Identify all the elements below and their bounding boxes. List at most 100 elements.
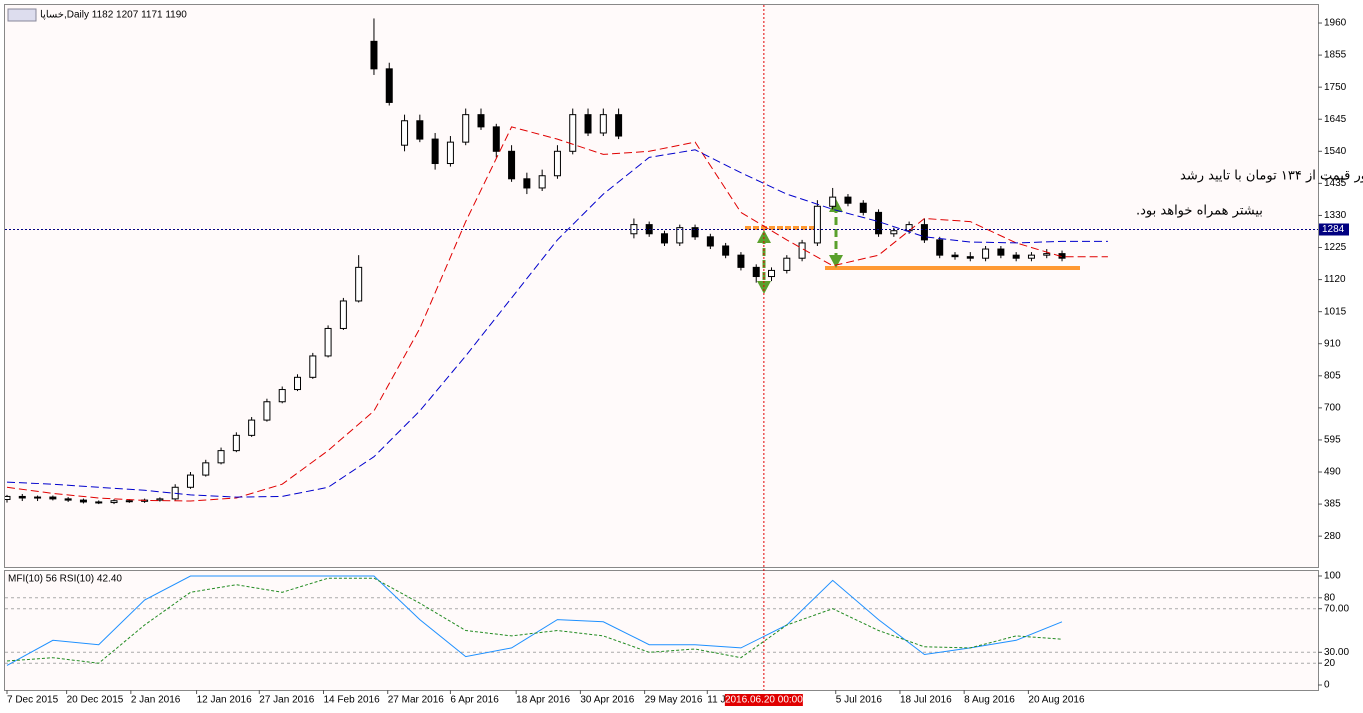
- candle-body: [431, 138, 439, 165]
- candle-body: [492, 126, 500, 152]
- y-tick-label: 1960: [1324, 18, 1347, 29]
- candle-body: [997, 248, 1005, 256]
- candle-body: [232, 434, 240, 452]
- x-tick-label: 2 Jan 2016: [131, 695, 181, 706]
- line-series: [6, 149, 1108, 498]
- candle-body: [951, 254, 959, 258]
- candle-body: [1043, 253, 1051, 256]
- candle-body: [309, 355, 317, 378]
- candle-body: [5, 495, 11, 500]
- candle-body: [324, 327, 332, 357]
- candle-body: [446, 141, 454, 165]
- x-tick-label: 29 May 2016: [645, 695, 703, 706]
- y-tick-label: 30.00: [1324, 647, 1349, 658]
- x-tick-label: 18 Apr 2016: [516, 695, 570, 706]
- candle-body: [49, 496, 57, 500]
- x-tick-label: 27 Mar 2016: [388, 695, 445, 706]
- candle-body: [982, 248, 990, 259]
- candle-body: [890, 230, 898, 235]
- crosshair-label: 2016.06.20 00:00: [725, 695, 803, 706]
- y-tick-label: 490: [1324, 467, 1341, 478]
- candle-body: [768, 269, 776, 278]
- y-tick-label: 1015: [1324, 306, 1347, 317]
- x-tick-label: 27 Jan 2016: [259, 695, 314, 706]
- candle-body: [553, 150, 561, 177]
- y-tick-label: 1330: [1324, 210, 1347, 221]
- candle-body: [1027, 254, 1035, 259]
- arrow-head: [757, 230, 771, 243]
- y-tick-label: 100: [1324, 571, 1341, 582]
- candle-body: [278, 389, 286, 403]
- y-tick-label: 1645: [1324, 114, 1347, 125]
- x-tick-label: 6 Apr 2016: [450, 695, 499, 706]
- candle-body: [385, 68, 393, 103]
- y-tick-label: 1855: [1324, 50, 1347, 61]
- y-tick-label: 385: [1324, 499, 1341, 510]
- candle-body: [706, 236, 714, 247]
- candle-body: [186, 474, 194, 488]
- y-tick-label: 70.00: [1324, 603, 1349, 614]
- candle-body: [584, 114, 592, 134]
- candle-body: [844, 196, 852, 204]
- x-tick-label: 20 Dec 2015: [67, 695, 124, 706]
- candle-body: [798, 242, 806, 259]
- y-tick-label: 1435: [1324, 178, 1347, 189]
- candle-body: [64, 498, 72, 501]
- candle-body: [523, 178, 531, 189]
- candle-body: [125, 500, 133, 503]
- x-tick-label: 5 Jul 2016: [836, 695, 883, 706]
- indicator-panel: [4, 570, 1319, 691]
- candle-body: [248, 419, 256, 436]
- y-tick-label: 1225: [1324, 242, 1347, 253]
- candle-body: [676, 227, 684, 244]
- chart-title: خساپا,Daily 1182 1207 1171 1190: [40, 10, 187, 21]
- candle-body: [95, 501, 103, 504]
- x-tick-label: 18 Jul 2016: [900, 695, 952, 706]
- y-tick-label: 805: [1324, 370, 1341, 381]
- candle-body: [722, 245, 730, 256]
- line-series: [6, 575, 1063, 666]
- candle-body: [538, 175, 546, 189]
- candle-body: [1012, 254, 1020, 259]
- candle-body: [660, 233, 668, 244]
- candle-body: [859, 202, 867, 213]
- candle-body: [462, 114, 470, 143]
- arrow-head: [829, 255, 843, 268]
- y-tick-label: 595: [1324, 435, 1341, 446]
- candle-body: [477, 114, 485, 128]
- y-tick-label: 0: [1324, 680, 1330, 691]
- annotation: عبور قیمت از ۱۳۴ تومان با تایید رشد: [1180, 169, 1363, 184]
- y-tick-label: 80: [1324, 592, 1336, 603]
- x-tick-label: 30 Apr 2016: [580, 695, 634, 706]
- annotation: بیشتر همراه خواهد بود.: [1136, 204, 1263, 219]
- y-tick-label: 20: [1324, 658, 1336, 669]
- line-series: [6, 126, 1108, 502]
- candle-body: [599, 114, 607, 134]
- candle-body: [79, 499, 87, 503]
- candle-body: [752, 266, 760, 278]
- toolbar-icons[interactable]: [7, 8, 37, 22]
- candle-body: [401, 120, 409, 146]
- candle-body: [691, 227, 699, 238]
- y-tick-label: 1120: [1324, 274, 1346, 285]
- candle-body: [263, 401, 271, 421]
- x-tick-label: 8 Aug 2016: [964, 695, 1015, 706]
- y-tick-label: 1540: [1324, 146, 1347, 157]
- price-panel: [4, 4, 1319, 568]
- x-tick-label: 11 J: [707, 695, 725, 706]
- x-tick-label: 12 Jan 2016: [197, 695, 252, 706]
- candle-body: [355, 266, 363, 302]
- candle-body: [156, 498, 164, 501]
- plot: [5, 575, 1318, 666]
- arrow-head: [757, 281, 771, 294]
- candle-body: [18, 495, 26, 499]
- candle-body: [829, 196, 837, 207]
- x-tick-label: 14 Feb 2016: [324, 695, 381, 706]
- x-tick-label: 20 Aug 2016: [1028, 695, 1085, 706]
- candle-body: [217, 450, 225, 464]
- candle-body: [875, 211, 883, 235]
- candle-body: [294, 376, 302, 391]
- crosshair-tag: [724, 694, 803, 706]
- y-tick-label: 910: [1324, 338, 1341, 349]
